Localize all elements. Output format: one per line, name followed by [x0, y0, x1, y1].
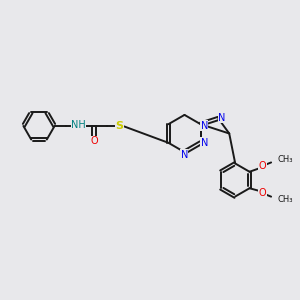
- Text: N: N: [200, 138, 208, 148]
- Text: O: O: [259, 161, 266, 171]
- Text: NH: NH: [71, 120, 86, 130]
- Text: O: O: [90, 136, 98, 146]
- Text: N: N: [181, 149, 188, 160]
- Text: O: O: [259, 188, 266, 198]
- Text: S: S: [116, 121, 124, 131]
- Text: N: N: [200, 121, 208, 131]
- Text: CH₃: CH₃: [277, 155, 292, 164]
- Text: CH₃: CH₃: [277, 195, 292, 204]
- Text: N: N: [218, 113, 226, 123]
